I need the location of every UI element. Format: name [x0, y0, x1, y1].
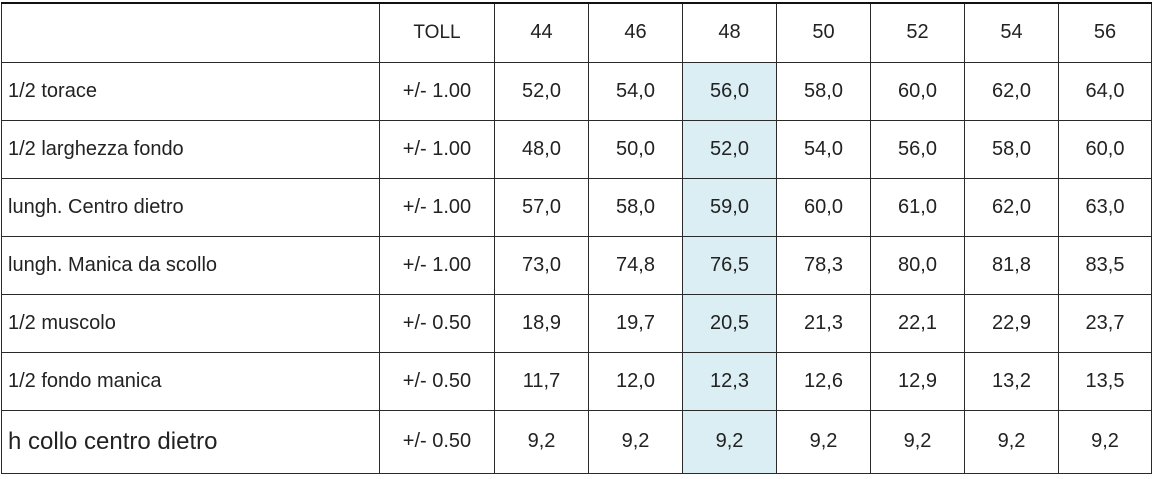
value-cell: 58,0	[776, 61, 871, 121]
value-cell: 78,3	[776, 235, 871, 295]
value-cell-highlight: 9,2	[682, 409, 777, 474]
value-cell: 13,2	[964, 351, 1059, 411]
value-cell: 11,7	[494, 351, 589, 411]
value-cell: 56,0	[870, 119, 965, 179]
tolerance-cell: +/- 1.00	[379, 235, 495, 295]
value-cell: 63,0	[1058, 177, 1152, 237]
value-cell: 60,0	[870, 61, 965, 121]
table-row: 1/2 larghezza fondo +/- 1.00 48,0 50,0 5…	[1, 119, 1152, 179]
value-cell: 22,9	[964, 293, 1059, 353]
tolerance-cell: +/- 1.00	[379, 177, 495, 237]
value-cell: 60,0	[776, 177, 871, 237]
value-cell: 19,7	[588, 293, 683, 353]
value-cell: 21,3	[776, 293, 871, 353]
size-header-50: 50	[776, 2, 871, 63]
header-row: TOLL 44 46 48 50 52 54 56	[1, 2, 1152, 63]
value-cell-highlight: 76,5	[682, 235, 777, 295]
value-cell: 18,9	[494, 293, 589, 353]
value-cell: 12,9	[870, 351, 965, 411]
size-header-54: 54	[964, 2, 1059, 63]
value-cell: 12,0	[588, 351, 683, 411]
size-header-56: 56	[1058, 2, 1152, 63]
toll-header: TOLL	[379, 2, 495, 63]
tolerance-cell: +/- 1.00	[379, 61, 495, 121]
value-cell: 58,0	[964, 119, 1059, 179]
value-cell: 80,0	[870, 235, 965, 295]
value-cell-highlight: 12,3	[682, 351, 777, 411]
table-row: 1/2 fondo manica +/- 0.50 11,7 12,0 12,3…	[1, 351, 1152, 411]
size-header-48: 48	[682, 2, 777, 63]
size-header-46: 46	[588, 2, 683, 63]
row-label: lungh. Centro dietro	[1, 177, 380, 237]
value-cell: 54,0	[588, 61, 683, 121]
value-cell: 9,2	[588, 409, 683, 474]
corner-cell	[1, 2, 380, 63]
table-row: lungh. Centro dietro +/- 1.00 57,0 58,0 …	[1, 177, 1152, 237]
table-row: 1/2 muscolo +/- 0.50 18,9 19,7 20,5 21,3…	[1, 293, 1152, 353]
tolerance-cell: +/- 0.50	[379, 351, 495, 411]
table-row: lungh. Manica da scollo +/- 1.00 73,0 74…	[1, 235, 1152, 295]
size-header-44: 44	[494, 2, 589, 63]
row-label: lungh. Manica da scollo	[1, 235, 380, 295]
value-cell-highlight: 20,5	[682, 293, 777, 353]
value-cell: 23,7	[1058, 293, 1152, 353]
value-cell: 62,0	[964, 177, 1059, 237]
row-label: 1/2 larghezza fondo	[1, 119, 380, 179]
row-label: 1/2 muscolo	[1, 293, 380, 353]
value-cell: 9,2	[870, 409, 965, 474]
value-cell: 54,0	[776, 119, 871, 179]
value-cell: 60,0	[1058, 119, 1152, 179]
table-row: h collo centro dietro +/- 0.50 9,2 9,2 9…	[1, 409, 1152, 474]
value-cell: 81,8	[964, 235, 1059, 295]
value-cell: 50,0	[588, 119, 683, 179]
value-cell: 58,0	[588, 177, 683, 237]
tolerance-cell: +/- 0.50	[379, 293, 495, 353]
value-cell: 74,8	[588, 235, 683, 295]
value-cell: 83,5	[1058, 235, 1152, 295]
value-cell: 57,0	[494, 177, 589, 237]
table-row: 1/2 torace +/- 1.00 52,0 54,0 56,0 58,0 …	[1, 61, 1152, 121]
value-cell: 9,2	[1058, 409, 1152, 474]
row-label: h collo centro dietro	[1, 409, 380, 474]
value-cell-highlight: 56,0	[682, 61, 777, 121]
value-cell-highlight: 59,0	[682, 177, 777, 237]
size-header-52: 52	[870, 2, 965, 63]
value-cell: 64,0	[1058, 61, 1152, 121]
tolerance-cell: +/- 0.50	[379, 409, 495, 474]
value-cell: 62,0	[964, 61, 1059, 121]
value-cell-highlight: 52,0	[682, 119, 777, 179]
value-cell: 61,0	[870, 177, 965, 237]
tolerance-cell: +/- 1.00	[379, 119, 495, 179]
value-cell: 12,6	[776, 351, 871, 411]
value-cell: 73,0	[494, 235, 589, 295]
value-cell: 48,0	[494, 119, 589, 179]
value-cell: 9,2	[964, 409, 1059, 474]
value-cell: 9,2	[494, 409, 589, 474]
value-cell: 9,2	[776, 409, 871, 474]
value-cell: 22,1	[870, 293, 965, 353]
value-cell: 13,5	[1058, 351, 1152, 411]
row-label: 1/2 torace	[1, 61, 380, 121]
value-cell: 52,0	[494, 61, 589, 121]
row-label: 1/2 fondo manica	[1, 351, 380, 411]
